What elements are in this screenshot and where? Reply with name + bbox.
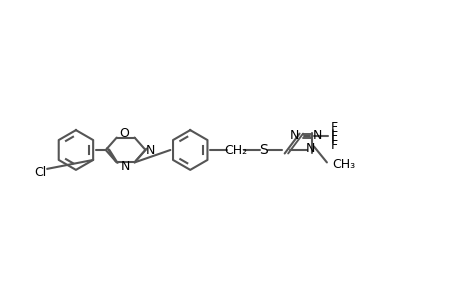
Text: F: F [330,121,337,134]
Text: F: F [330,139,337,152]
Text: Cl: Cl [34,166,46,179]
Text: N: N [121,160,130,173]
Text: CH₂: CH₂ [224,143,247,157]
Text: S: S [259,143,268,157]
Text: N: N [146,143,155,157]
Text: N: N [305,142,314,154]
Text: N: N [312,129,321,142]
Text: O: O [119,127,129,140]
Text: N: N [289,129,299,142]
Text: CH₃: CH₃ [331,158,354,171]
Text: F: F [330,130,337,142]
